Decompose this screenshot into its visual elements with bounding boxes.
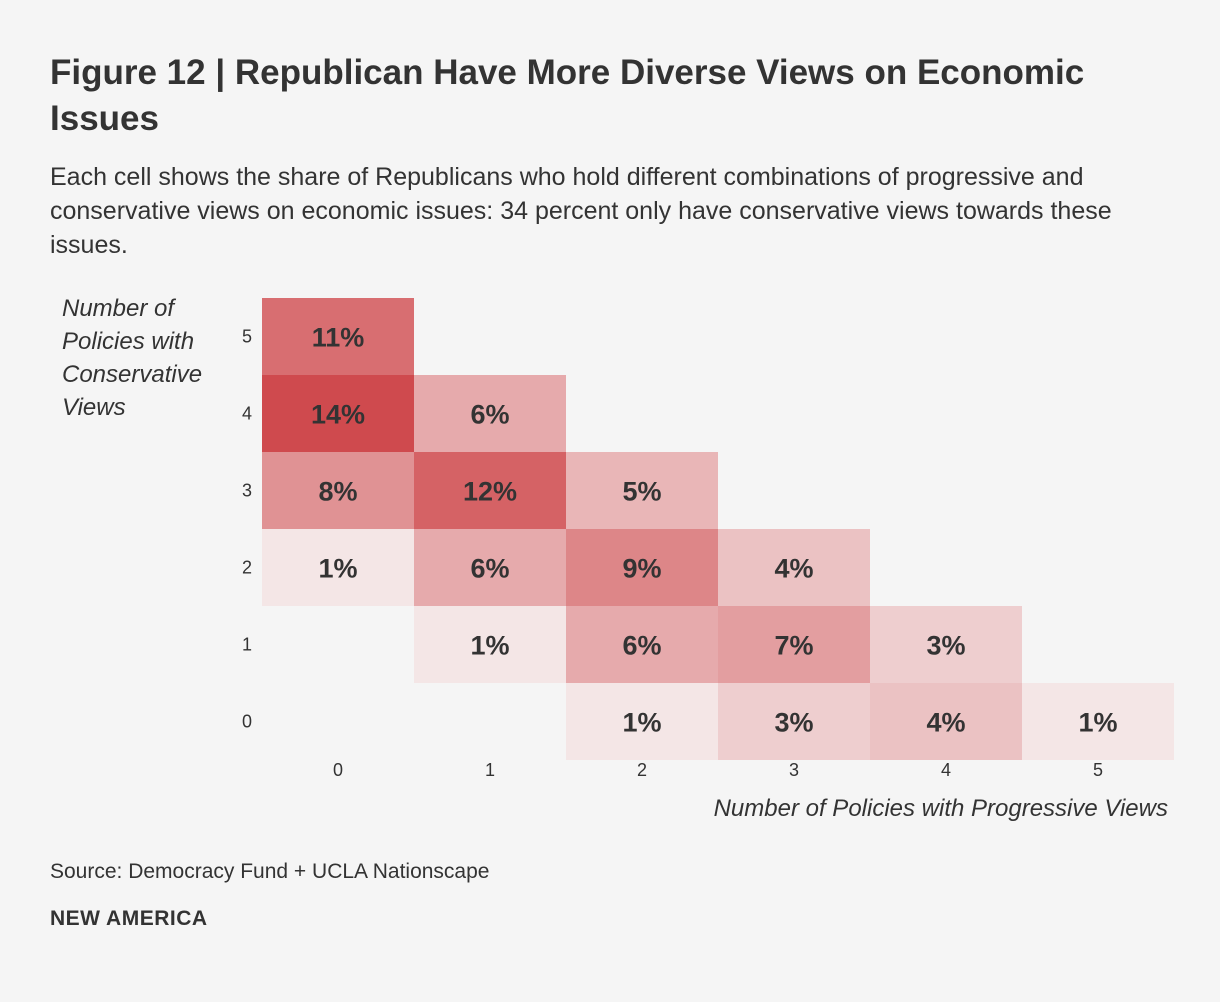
cell-value-label: 5%: [622, 477, 661, 507]
heatmap-cell: [1022, 683, 1174, 760]
cell-value-label: 1%: [1078, 708, 1117, 738]
chart-title: Figure 12 | Republican Have More Diverse…: [50, 53, 1085, 138]
heatmap-cell: [870, 606, 1022, 683]
heatmap-cell: [262, 452, 414, 529]
cell-value-label: 4%: [774, 554, 813, 584]
cell-value-label: 1%: [318, 554, 357, 584]
x-tick-label: 4: [941, 760, 951, 780]
cell-value-label: 6%: [470, 400, 509, 430]
x-tick-label: 1: [485, 760, 495, 780]
heatmap-cell: [262, 375, 414, 452]
cell-value-label: 8%: [318, 477, 357, 507]
cell-value-label: 3%: [926, 631, 965, 661]
heatmap-cell: [566, 683, 718, 760]
x-tick-label: 5: [1093, 760, 1103, 780]
y-tick-label: 0: [242, 712, 252, 732]
cell-value-label: 1%: [470, 631, 509, 661]
y-axis-label: Number of Policies with Conservative Vie…: [62, 295, 203, 421]
heatmap-cell: [414, 606, 566, 683]
heatmap-cell: [566, 606, 718, 683]
heatmap-cell: [718, 606, 870, 683]
x-tick-label: 0: [333, 760, 343, 780]
heatmap-cell: [566, 452, 718, 529]
heatmap-cell: [566, 529, 718, 606]
heatmap-cell: [870, 683, 1022, 760]
cell-value-label: 14%: [311, 400, 365, 430]
cell-value-label: 12%: [463, 477, 517, 507]
heatmap-cell: [718, 529, 870, 606]
x-axis-label: Number of Policies with Progressive View…: [713, 795, 1168, 822]
heatmap-cell: [262, 298, 414, 375]
cell-value-label: 9%: [622, 554, 661, 584]
heatmap-cell: [414, 452, 566, 529]
y-tick-label: 2: [242, 558, 252, 578]
y-tick-label: 1: [242, 635, 252, 655]
cell-value-label: 4%: [926, 708, 965, 738]
source-note: Source: Democracy Fund + UCLA Nationscap…: [50, 860, 490, 883]
x-tick-label: 2: [637, 760, 647, 780]
cell-value-label: 11%: [312, 323, 365, 353]
chart-subtitle: Each cell shows the share of Republicans…: [50, 163, 1112, 259]
cell-value-label: 1%: [622, 708, 661, 738]
heatmap-cell: [414, 375, 566, 452]
y-tick-label: 5: [242, 327, 252, 347]
cell-value-label: 6%: [622, 631, 661, 661]
heatmap-cell: [718, 683, 870, 760]
cell-value-label: 6%: [470, 554, 509, 584]
heatmap-cell: [414, 529, 566, 606]
brand-logo-text: NEW AMERICA: [50, 907, 208, 930]
cell-value-label: 7%: [774, 631, 813, 661]
cell-value-label: 3%: [774, 708, 813, 738]
heatmap-cell: [262, 529, 414, 606]
y-tick-label: 3: [242, 481, 252, 501]
y-tick-label: 4: [242, 404, 252, 424]
x-tick-label: 3: [789, 760, 799, 780]
